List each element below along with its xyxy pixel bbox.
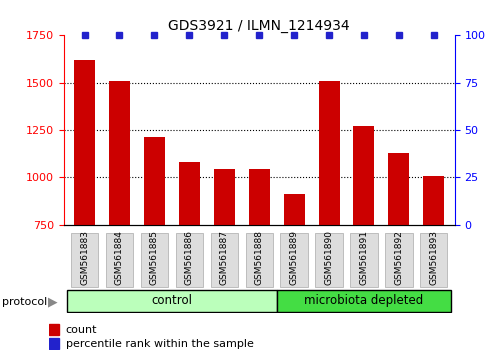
FancyBboxPatch shape	[419, 233, 447, 287]
FancyBboxPatch shape	[210, 233, 237, 287]
FancyBboxPatch shape	[67, 290, 276, 312]
FancyBboxPatch shape	[280, 233, 307, 287]
Bar	[49, 338, 59, 349]
Text: GSM561893: GSM561893	[428, 230, 437, 285]
Bar	[179, 162, 200, 225]
FancyBboxPatch shape	[276, 290, 450, 312]
Text: count: count	[65, 325, 97, 335]
Text: GSM561884: GSM561884	[115, 230, 123, 285]
Bar	[283, 194, 304, 225]
Text: GSM561890: GSM561890	[324, 230, 333, 285]
Text: GSM561887: GSM561887	[219, 230, 228, 285]
Text: GSM561888: GSM561888	[254, 230, 263, 285]
Bar	[387, 153, 408, 225]
Text: GSM561891: GSM561891	[359, 230, 367, 285]
Text: GSM561892: GSM561892	[394, 230, 403, 285]
Text: ▶: ▶	[48, 295, 58, 308]
Bar	[423, 177, 444, 225]
Bar	[248, 169, 269, 225]
FancyBboxPatch shape	[71, 233, 98, 287]
FancyBboxPatch shape	[385, 233, 412, 287]
FancyBboxPatch shape	[315, 233, 342, 287]
FancyBboxPatch shape	[349, 233, 377, 287]
Text: microbiota depleted: microbiota depleted	[304, 295, 423, 307]
FancyBboxPatch shape	[105, 233, 133, 287]
Bar	[318, 81, 339, 225]
Bar	[213, 169, 234, 225]
Text: GSM561889: GSM561889	[289, 230, 298, 285]
Title: GDS3921 / ILMN_1214934: GDS3921 / ILMN_1214934	[168, 19, 349, 33]
Bar	[49, 324, 59, 335]
Text: GSM561883: GSM561883	[80, 230, 89, 285]
FancyBboxPatch shape	[175, 233, 203, 287]
Text: percentile rank within the sample: percentile rank within the sample	[65, 339, 253, 349]
Text: protocol: protocol	[2, 297, 48, 307]
Bar	[109, 81, 130, 225]
Text: GSM561886: GSM561886	[184, 230, 193, 285]
Bar	[353, 126, 374, 225]
FancyBboxPatch shape	[141, 233, 168, 287]
Bar	[74, 60, 95, 225]
Bar	[143, 137, 164, 225]
Text: GSM561885: GSM561885	[150, 230, 159, 285]
Text: control: control	[151, 295, 192, 307]
FancyBboxPatch shape	[245, 233, 272, 287]
